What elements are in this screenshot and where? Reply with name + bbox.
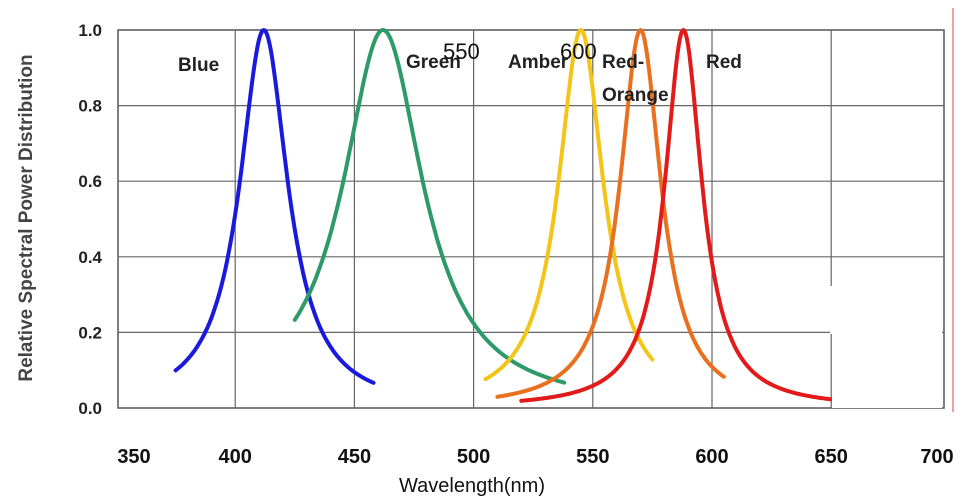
overlay-labels: 550 600 bbox=[443, 39, 942, 408]
series-line-green bbox=[292, 28, 567, 385]
series-label-amber: Amber bbox=[508, 52, 569, 73]
series-labels: Blue Green Amber Red- Orange Red bbox=[178, 52, 742, 106]
series-line-red-orange bbox=[495, 28, 726, 399]
x-tick-label: 500 bbox=[457, 446, 490, 468]
series-line-red bbox=[519, 28, 857, 404]
series-line-blue bbox=[173, 28, 376, 385]
x-tick-label: 350 bbox=[117, 446, 150, 468]
series-group bbox=[173, 28, 857, 404]
grid bbox=[118, 29, 944, 409]
series-label-blue: Blue bbox=[178, 55, 219, 76]
x-tick-label: 600 bbox=[695, 446, 728, 468]
series-label-green: Green bbox=[406, 52, 461, 73]
x-tick-label: 550 bbox=[576, 446, 609, 468]
grid-cover-patch bbox=[832, 338, 942, 408]
overlay-label-550: 550 bbox=[443, 39, 480, 64]
grid-cover-patch bbox=[830, 286, 942, 334]
x-tick-labels: 350 400 450 500 550 600 650 700 bbox=[117, 446, 953, 468]
y-tick-label: 1.0 bbox=[78, 21, 102, 40]
y-tick-label: 0.4 bbox=[78, 248, 102, 267]
x-tick-label: 650 bbox=[815, 446, 848, 468]
plot-area bbox=[117, 29, 945, 409]
y-tick-label: 0.6 bbox=[78, 172, 102, 191]
series-line-amber bbox=[483, 28, 655, 382]
y-tick-labels: 0.0 0.2 0.4 0.6 0.8 1.0 bbox=[78, 21, 102, 418]
x-axis-label: Wavelength(nm) bbox=[399, 475, 545, 497]
x-tick-label: 400 bbox=[219, 446, 252, 468]
x-tick-label: 700 bbox=[920, 446, 953, 468]
y-tick-label: 0.2 bbox=[78, 323, 102, 342]
y-tick-label: 0.8 bbox=[78, 97, 102, 116]
overlay-label-600: 600 bbox=[560, 39, 597, 64]
series-label-red: Red bbox=[706, 52, 742, 73]
y-axis-label: Relative Spectral Power Distribution bbox=[16, 54, 37, 381]
x-tick-label: 450 bbox=[338, 446, 371, 468]
series-label-red-orange: Red- bbox=[602, 52, 644, 73]
series-label-red-orange: Orange bbox=[602, 85, 669, 106]
y-tick-label: 0.0 bbox=[78, 399, 102, 418]
